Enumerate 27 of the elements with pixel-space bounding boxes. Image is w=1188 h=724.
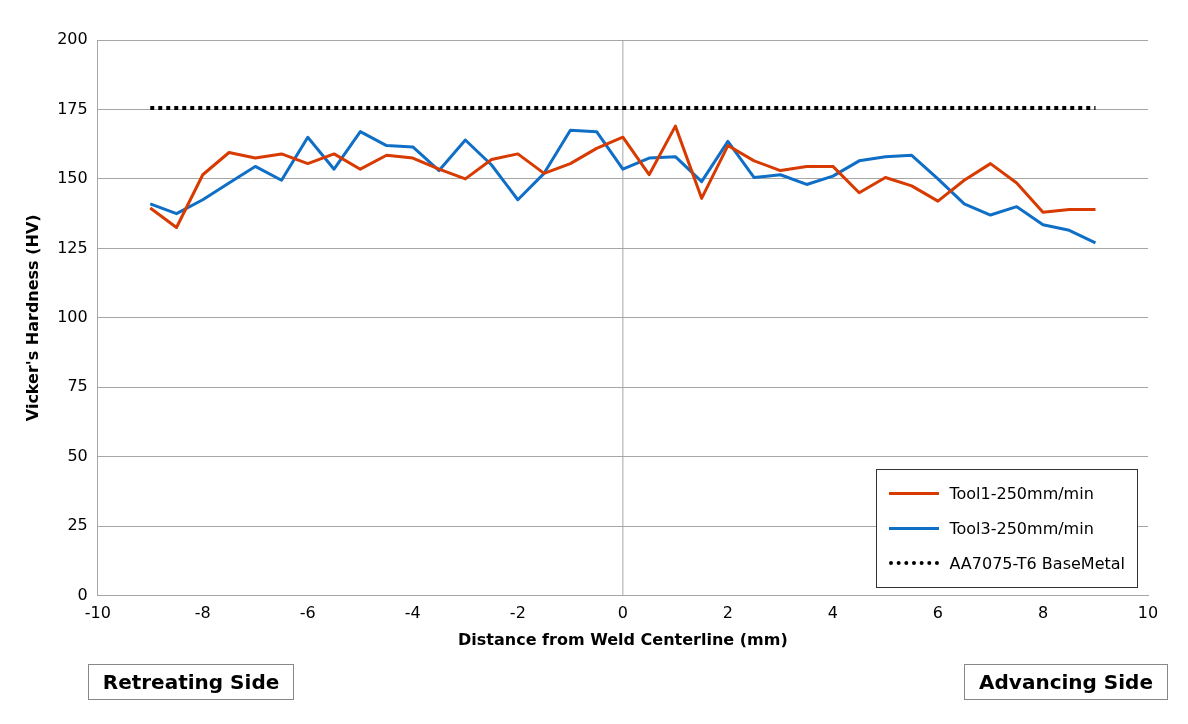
x-tick-label: -10 [84,603,111,623]
x-tick-label: -2 [509,603,526,623]
y-tick-label: 0 [77,584,88,604]
y-tick-label: 25 [67,515,88,535]
y-tick-label: 150 [57,168,88,188]
x-tick-label: 8 [1037,603,1049,623]
text: Advancing Side [964,664,1168,700]
x-tick-label: -6 [299,603,316,623]
x-tick-label: 0 [617,603,628,623]
x-tick-label: 10 [1137,603,1159,623]
text: Retreating Side [87,664,295,700]
y-tick-label: 75 [67,376,88,396]
legend-label: Tool1-250mm/min [949,483,1094,503]
y-tick-label: 125 [57,237,88,257]
x-axis-title: Distance from Weld Centerline (mm) [458,629,788,649]
x-tick-label: 6 [932,603,944,623]
y-tick-label: 200 [57,29,88,49]
x-tick-label: 2 [722,603,733,623]
y-axis-title: Vicker's Hardness (HV) [22,214,42,422]
x-tick-label: -4 [404,603,421,623]
legend-label: AA7075-T6 BaseMetal [949,553,1125,573]
legend-label: Tool3-250mm/min [949,518,1094,538]
x-tick-label: -8 [194,603,211,623]
y-tick-label: 175 [57,98,88,118]
y-tick-label: 50 [67,445,88,465]
y-tick-label: 100 [57,306,88,326]
x-tick-label: 4 [827,603,839,623]
